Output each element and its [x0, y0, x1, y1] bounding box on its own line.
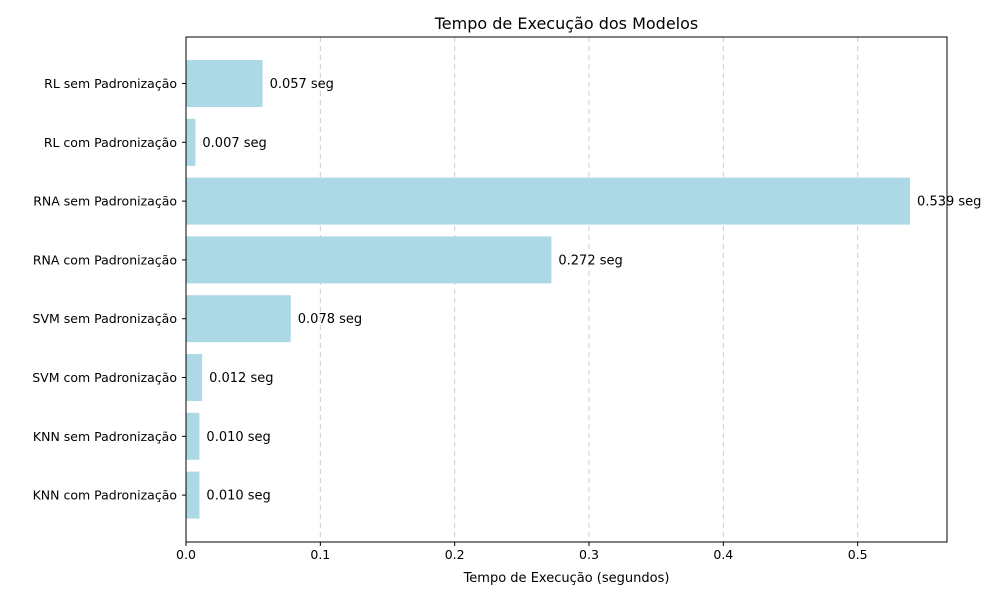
y-tick-label: KNN sem Padronização: [33, 429, 177, 444]
x-axis-ticks: 0.0 0.1 0.2 0.3 0.4 0.5: [176, 542, 868, 562]
value-labels: 0.057 seg 0.007 seg 0.539 seg 0.272 seg 0.07…: [202, 77, 981, 504]
bar: [186, 236, 552, 284]
y-tick-label: RNA com Padronização: [33, 252, 177, 267]
bar: [186, 60, 263, 107]
bar: [186, 177, 911, 225]
y-tick-label: SVM com Padronização: [32, 370, 177, 385]
x-axis-label: Tempo de Execução (segundos): [463, 571, 670, 586]
bar-value-label: 0.078 seg: [298, 312, 362, 327]
x-tick-label: 0.5: [848, 547, 868, 562]
x-tick-label: 0.0: [176, 547, 196, 562]
y-tick-label: RL com Padronização: [44, 135, 177, 150]
plot-frame: [185, 36, 948, 543]
bar-value-label: 0.539 seg: [917, 195, 981, 210]
x-tick-label: 0.4: [713, 547, 733, 562]
grid-lines: [319, 37, 859, 542]
bars: [186, 60, 911, 519]
x-tick-label: 0.3: [579, 547, 599, 562]
y-tick-label: SVM sem Padronização: [33, 311, 177, 326]
bar-value-label: 0.010 seg: [206, 430, 270, 445]
bar-value-label: 0.007 seg: [202, 136, 266, 151]
bar-value-label: 0.057 seg: [270, 77, 334, 92]
y-tick-label: RL sem Padronização: [44, 76, 177, 91]
chart-title: Tempo de Execução dos Modelos: [434, 14, 698, 33]
bar: [186, 412, 200, 460]
y-axis-ticks: RL sem Padronização RL com Padronização RN…: [32, 76, 186, 503]
bar-value-label: 0.010 seg: [206, 489, 270, 504]
bar: [186, 471, 200, 519]
bar: [186, 354, 203, 401]
x-tick-label: 0.1: [310, 547, 330, 562]
bar: [186, 118, 196, 166]
y-tick-label: RNA sem Padronização: [33, 194, 177, 209]
bar-value-label: 0.272 seg: [558, 253, 622, 268]
bar: [186, 295, 291, 343]
y-tick-label: KNN com Padronização: [33, 488, 177, 503]
bar-value-label: 0.012 seg: [209, 371, 273, 386]
x-tick-label: 0.2: [445, 547, 465, 562]
